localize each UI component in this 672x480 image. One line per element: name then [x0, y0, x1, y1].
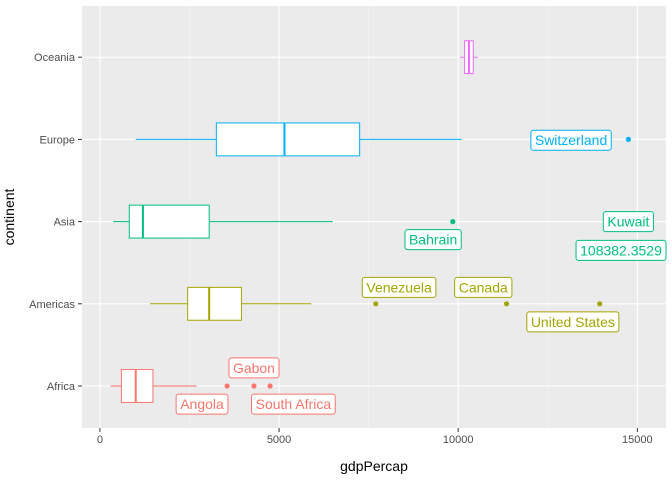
x-tick-label: 5000 [267, 434, 291, 446]
label-box [404, 229, 462, 251]
label-box [526, 311, 620, 333]
annotation-labels-layer: Gabon Angola South Africa Venezuela Canada Un… [175, 129, 667, 415]
x-tick-label: 0 [97, 434, 103, 446]
label-united-states: United States [526, 311, 620, 333]
outlier-point [373, 301, 379, 307]
label-text: Canada [459, 279, 508, 295]
outlier-point [251, 383, 257, 389]
y-tick-label: Europe [40, 134, 75, 146]
label-text: Switzerland [535, 132, 607, 148]
label-bahrain: Bahrain [404, 229, 462, 251]
box-iqr [120, 369, 154, 403]
label-text: Bahrain [409, 232, 457, 248]
label-angola: Angola [175, 393, 229, 415]
label-box [530, 129, 612, 151]
label-text: Angola [180, 396, 224, 412]
label-canada: Canada [454, 276, 513, 298]
outlier-point [450, 219, 456, 225]
boxes-layer [110, 40, 478, 403]
outlier-point [224, 383, 230, 389]
outlier-point [267, 383, 273, 389]
x-tick-label: 10000 [443, 434, 474, 446]
box-iqr [128, 204, 210, 239]
label-venezuela: Venezuela [361, 276, 437, 298]
x-tick-label: 15000 [622, 434, 653, 446]
y-tick-label: Asia [54, 217, 76, 229]
outlier-point [597, 301, 603, 307]
y-axis-title: continent [1, 188, 17, 245]
label-text: 108382.3529 [580, 242, 662, 258]
axes-layer: 0 5000 10000 15000 Africa Americas Asia Europe O… [29, 52, 652, 446]
box-iqr [187, 286, 242, 321]
label-box [454, 276, 513, 298]
outlier-point [503, 301, 510, 307]
label-text: Kuwait [607, 214, 649, 230]
x-axis-title: gdpPercap [340, 458, 408, 474]
box-oceania [459, 40, 478, 75]
outliers-layer [224, 136, 631, 389]
label-gabon: Gabon [228, 357, 280, 379]
box-americas [150, 286, 312, 321]
label-switzerland: Switzerland [530, 129, 612, 151]
label-text: South Africa [256, 396, 332, 412]
label-box [602, 211, 654, 233]
outlier-point [625, 136, 631, 142]
label-text: Gabon [233, 360, 275, 376]
box-africa [110, 369, 197, 403]
box-asia [113, 204, 333, 239]
y-tick-label: Oceania [34, 52, 76, 64]
label-box [175, 393, 229, 415]
label-south-africa: South Africa [251, 393, 336, 415]
label-box [228, 357, 280, 379]
label-text: United States [531, 314, 615, 330]
label-box [251, 393, 336, 415]
label-text: Venezuela [366, 279, 432, 295]
label-108382-3529: 108382.3529 [575, 239, 667, 261]
y-tick-label: Africa [47, 381, 76, 393]
label-box [361, 276, 437, 298]
label-kuwait: Kuwait [602, 211, 654, 233]
label-box [575, 239, 667, 261]
box-iqr [215, 122, 361, 157]
y-tick-label: Americas [29, 299, 75, 311]
box-europe [135, 122, 462, 157]
